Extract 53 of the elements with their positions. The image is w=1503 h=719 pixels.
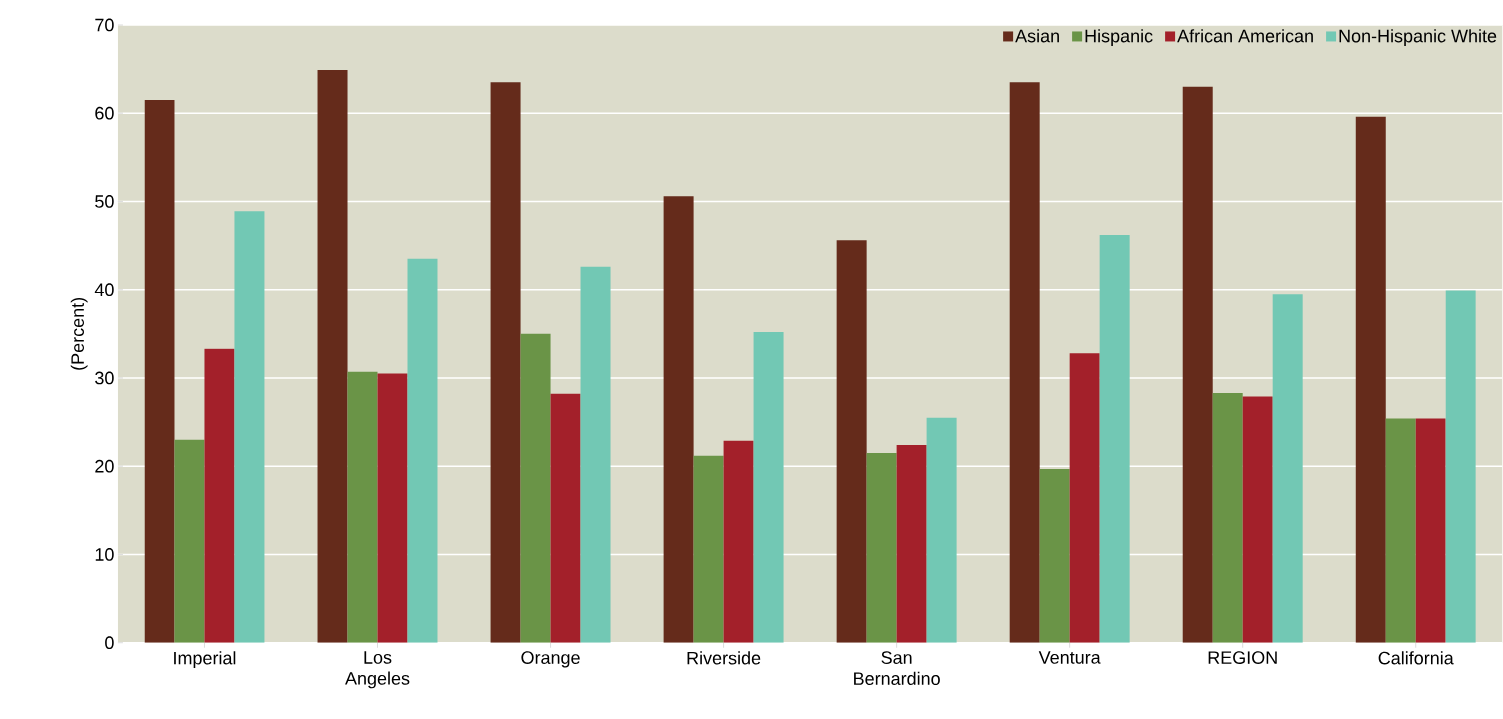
bar	[520, 334, 551, 643]
bar	[550, 394, 581, 643]
bar	[580, 266, 611, 643]
bar	[663, 196, 694, 643]
bar	[866, 453, 897, 643]
y-tick-label: 50	[95, 195, 114, 209]
bar	[1039, 469, 1070, 643]
bar	[1242, 396, 1273, 643]
bar	[490, 82, 521, 643]
bar	[1272, 294, 1303, 643]
x-tick-label: Imperial	[174, 651, 236, 669]
bar	[1099, 235, 1130, 643]
x-tick-label: California	[1378, 651, 1454, 665]
legend-label: Asian	[1015, 29, 1059, 43]
bar	[1385, 418, 1416, 643]
bar	[926, 417, 957, 643]
bar	[1355, 116, 1386, 643]
legend-label: African American	[1177, 29, 1313, 43]
bar	[1445, 290, 1476, 643]
x-tick-label: Orange	[521, 651, 580, 668]
bar	[1415, 418, 1446, 643]
bar	[1182, 86, 1213, 643]
y-tick-label: 60	[95, 107, 114, 120]
x-tick-label: San Bernardino	[854, 651, 940, 686]
y-tick-label: 20	[95, 460, 114, 473]
legend-label: Hispanic	[1085, 29, 1153, 47]
bar	[896, 445, 927, 643]
bar	[204, 349, 235, 643]
x-tick-label: Ventura	[1038, 651, 1101, 664]
bar	[317, 70, 348, 643]
y-tick-label: 40	[94, 283, 114, 297]
bar	[693, 455, 724, 643]
legend-label: Non-Hispanic White	[1339, 29, 1497, 47]
bar	[1212, 393, 1243, 643]
bar	[144, 100, 175, 643]
bar	[723, 440, 754, 643]
y-tick-label: 0	[105, 636, 114, 650]
bar	[1069, 353, 1100, 643]
bar	[174, 439, 205, 643]
x-tick-label: Los Angeles	[345, 651, 410, 689]
bar	[234, 211, 265, 643]
y-tick-label: 30	[95, 371, 114, 385]
bar	[1009, 82, 1040, 643]
bar	[753, 332, 784, 643]
y-axis-title: (Percent)	[70, 298, 88, 370]
y-tick-label: 70	[95, 18, 114, 32]
bar	[407, 259, 438, 643]
bar	[347, 371, 378, 643]
y-tick-label: 10	[95, 548, 114, 561]
x-tick-label: Riverside	[687, 651, 761, 665]
bar	[377, 373, 408, 643]
x-tick-label: REGION	[1208, 651, 1277, 665]
bar	[836, 240, 867, 643]
